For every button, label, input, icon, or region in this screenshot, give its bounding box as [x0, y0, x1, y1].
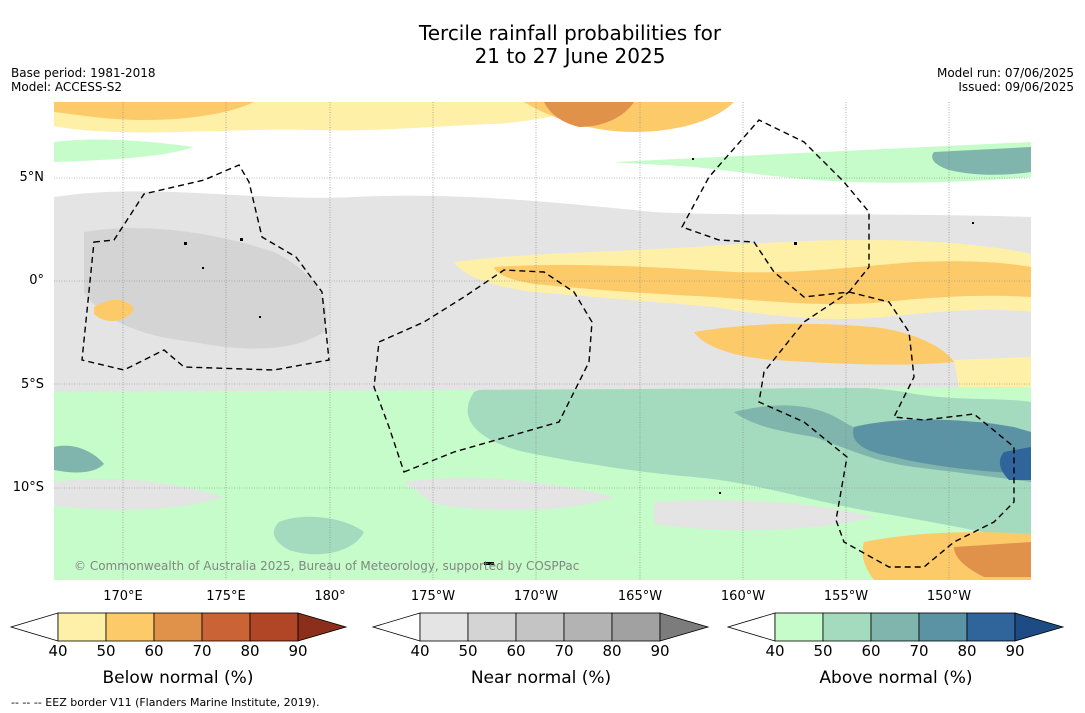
lat-label-0: 0° [29, 273, 44, 288]
colorbar-tick-label: 80 [957, 642, 977, 660]
lat-label-5n: 5°N [19, 170, 45, 185]
colorbar-swatch [105, 612, 155, 642]
lon-label-175w: 175°W [410, 589, 456, 604]
colorbar-swatch [774, 612, 824, 642]
colorbar-below-normal [10, 612, 348, 642]
lon-label-170w: 170°W [513, 589, 559, 604]
colorbar-tick-label: 70 [192, 642, 212, 660]
colorbar-tick-label: 40 [48, 642, 68, 660]
colorbar-swatch [611, 612, 661, 642]
rainfall-map: © Commonwealth of Australia 2025, Bureau… [54, 102, 1031, 580]
lon-label-165w: 165°W [617, 589, 663, 604]
model-name: Model: ACCESS-S2 [11, 80, 123, 94]
colorbar-swatch [918, 612, 968, 642]
colorbar-tick-label: 70 [554, 642, 574, 660]
colorbar-above-normal [727, 612, 1065, 642]
base-period: Base period: 1981-2018 [11, 66, 156, 80]
colorbar-tick-label: 70 [909, 642, 929, 660]
colorbar-swatch [966, 612, 1016, 642]
colorbar-swatch [467, 612, 517, 642]
colorbar-tick-label: 80 [602, 642, 622, 660]
colorbar-swatch [515, 612, 565, 642]
colorbar-swatch [822, 612, 872, 642]
below-normal-regions [54, 102, 1031, 580]
eez-borders [81, 119, 1015, 568]
lon-label-175e: 175°E [206, 589, 246, 604]
colorbar-tick-label: 50 [458, 642, 478, 660]
colorbar-near-title: Near normal (%) [470, 668, 612, 688]
lon-label-155w: 155°W [823, 589, 869, 604]
chart-title-line1: Tercile rainfall probabilities for [418, 21, 722, 45]
colorbar-left-extension [372, 612, 421, 642]
copyright-text: © Commonwealth of Australia 2025, Bureau… [74, 559, 579, 573]
colorbar-tick-label: 60 [144, 642, 164, 660]
lon-label-180: 180° [314, 589, 346, 604]
colorbar-below-title: Below normal (%) [102, 668, 254, 688]
colorbar-swatch [297, 612, 348, 642]
map-grid [54, 102, 1031, 580]
model-run: Model run: 07/06/2025 [936, 66, 1074, 80]
colorbar-tick-label: 90 [288, 642, 308, 660]
lat-label-10s: 10°S [12, 480, 44, 495]
island-markers [184, 158, 974, 565]
colorbar-swatch [153, 612, 203, 642]
colorbar-swatch [419, 612, 469, 642]
colorbar-above-title: Above normal (%) [819, 668, 973, 688]
colorbar-tick-label: 60 [506, 642, 526, 660]
colorbar-tick-label: 60 [861, 642, 881, 660]
lat-label-5s: 5°S [20, 377, 44, 392]
colorbar-swatch [659, 612, 710, 642]
lon-label-160w: 160°W [720, 589, 766, 604]
lon-label-150w: 150°W [926, 589, 972, 604]
colorbar-tick-label: 90 [1005, 642, 1025, 660]
colorbar-left-extension [10, 612, 59, 642]
issued-date: Issued: 09/06/2025 [958, 80, 1074, 94]
colorbar-tick-label: 80 [240, 642, 260, 660]
colorbar-tick-label: 50 [96, 642, 116, 660]
colorbar-swatch [1014, 612, 1065, 642]
colorbar-left-extension [727, 612, 776, 642]
colorbar-swatch [201, 612, 251, 642]
colorbar-tick-label: 40 [765, 642, 785, 660]
eez-footnote: -- -- -- EEZ border V11 (Flanders Marine… [11, 696, 320, 709]
colorbar-tick-label: 90 [650, 642, 670, 660]
colorbar-near-normal [372, 612, 710, 642]
colorbar-swatch [57, 612, 107, 642]
colorbar-tick-label: 50 [813, 642, 833, 660]
chart-title-line2: 21 to 27 June 2025 [474, 44, 666, 68]
colorbar-tick-label: 40 [410, 642, 430, 660]
colorbar-swatch [249, 612, 299, 642]
lon-label-170e: 170°E [103, 589, 143, 604]
colorbar-swatch [563, 612, 613, 642]
colorbar-swatch [870, 612, 920, 642]
